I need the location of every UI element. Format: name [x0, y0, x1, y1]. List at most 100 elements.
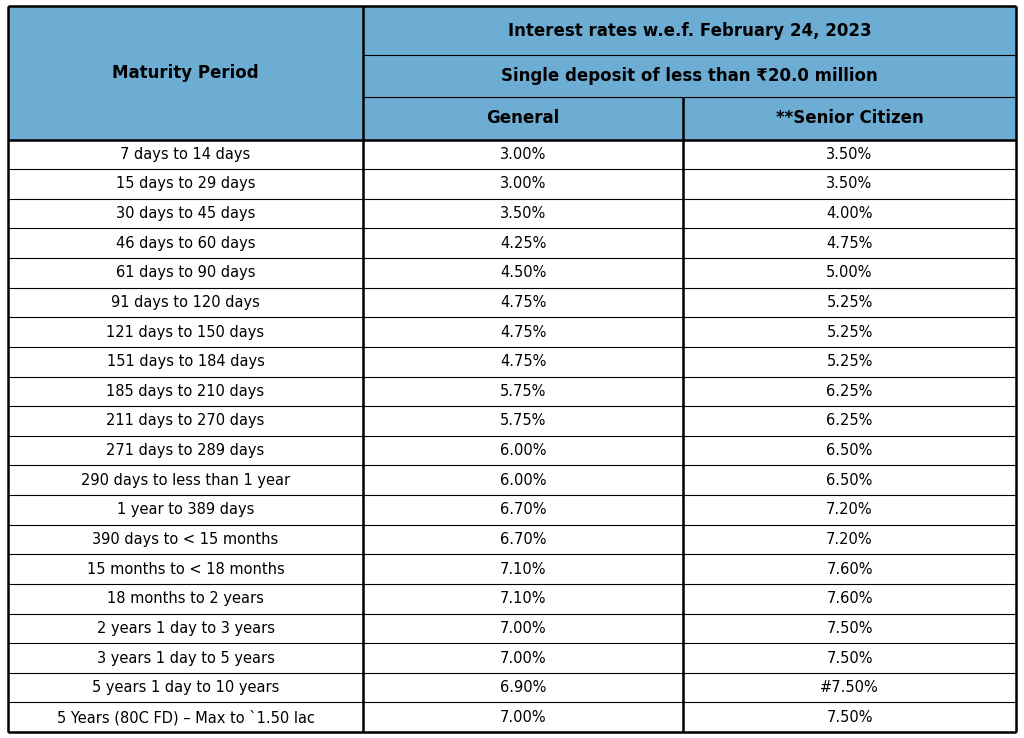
Bar [362, 139, 683, 169]
Bar [683, 703, 1016, 732]
Text: 6.25%: 6.25% [826, 413, 872, 429]
Text: 7.20%: 7.20% [826, 503, 872, 517]
Bar [362, 525, 683, 554]
Bar [362, 644, 683, 673]
Bar [8, 139, 362, 169]
Text: 61 days to 90 days: 61 days to 90 days [116, 266, 255, 280]
Text: 211 days to 270 days: 211 days to 270 days [106, 413, 265, 429]
Bar [362, 495, 683, 525]
Bar [8, 258, 362, 288]
Text: 7.00%: 7.00% [500, 621, 547, 636]
Text: 290 days to less than 1 year: 290 days to less than 1 year [81, 473, 290, 488]
Text: 5 Years (80C FD) – Max to `1.50 lac: 5 Years (80C FD) – Max to `1.50 lac [56, 709, 314, 725]
Bar [8, 406, 362, 436]
Text: 4.75%: 4.75% [500, 325, 546, 339]
Text: 15 months to < 18 months: 15 months to < 18 months [87, 562, 285, 576]
Text: 3.50%: 3.50% [826, 147, 872, 162]
Text: 3.50%: 3.50% [826, 176, 872, 191]
Bar [8, 288, 362, 317]
Bar [8, 644, 362, 673]
Text: 5.25%: 5.25% [826, 325, 872, 339]
Text: 5.25%: 5.25% [826, 354, 872, 369]
Text: 7.50%: 7.50% [826, 621, 872, 636]
Bar [8, 525, 362, 554]
Bar [362, 347, 683, 376]
Bar [683, 258, 1016, 288]
Text: 1 year to 389 days: 1 year to 389 days [117, 503, 254, 517]
Text: 7.20%: 7.20% [826, 532, 872, 547]
Bar [8, 347, 362, 376]
Text: 6.50%: 6.50% [826, 473, 872, 488]
Bar [683, 495, 1016, 525]
Bar [683, 525, 1016, 554]
Text: 7.00%: 7.00% [500, 710, 547, 725]
Bar [683, 347, 1016, 376]
Text: Maturity Period: Maturity Period [113, 63, 259, 82]
Text: 4.75%: 4.75% [826, 235, 872, 251]
Text: 2 years 1 day to 3 years: 2 years 1 day to 3 years [96, 621, 274, 636]
Bar [683, 584, 1016, 613]
Bar [362, 199, 683, 228]
Bar [362, 55, 1016, 97]
Bar [362, 703, 683, 732]
Bar [683, 228, 1016, 258]
Bar [362, 613, 683, 644]
Bar [8, 436, 362, 466]
Text: #7.50%: #7.50% [820, 680, 879, 695]
Bar [683, 199, 1016, 228]
Text: **Senior Citizen: **Senior Citizen [775, 109, 924, 128]
Text: 6.90%: 6.90% [500, 680, 546, 695]
Text: 6.50%: 6.50% [826, 443, 872, 458]
Bar [683, 613, 1016, 644]
Bar [683, 466, 1016, 495]
Text: 4.75%: 4.75% [500, 295, 546, 310]
Bar [8, 376, 362, 406]
Bar [362, 406, 683, 436]
Text: 5.25%: 5.25% [826, 295, 872, 310]
Text: 4.75%: 4.75% [500, 354, 546, 369]
Bar [362, 317, 683, 347]
Text: 7.60%: 7.60% [826, 591, 872, 607]
Bar [362, 6, 1016, 55]
Bar [362, 436, 683, 466]
Bar [683, 436, 1016, 466]
Bar [362, 169, 683, 199]
Text: 4.25%: 4.25% [500, 235, 546, 251]
Text: 3 years 1 day to 5 years: 3 years 1 day to 5 years [96, 650, 274, 666]
Text: 3.50%: 3.50% [500, 206, 546, 221]
Bar [683, 644, 1016, 673]
Text: 5.75%: 5.75% [500, 413, 546, 429]
Bar [683, 169, 1016, 199]
Text: 6.00%: 6.00% [500, 443, 547, 458]
Text: 18 months to 2 years: 18 months to 2 years [108, 591, 264, 607]
Text: 151 days to 184 days: 151 days to 184 days [106, 354, 264, 369]
Bar [362, 673, 683, 703]
Bar [8, 495, 362, 525]
Text: 121 days to 150 days: 121 days to 150 days [106, 325, 264, 339]
Text: 3.00%: 3.00% [500, 147, 546, 162]
Bar [362, 288, 683, 317]
Bar [8, 199, 362, 228]
Bar [362, 584, 683, 613]
Bar [8, 169, 362, 199]
Bar [8, 584, 362, 613]
Text: 7.10%: 7.10% [500, 591, 547, 607]
Bar [8, 466, 362, 495]
Text: 7.50%: 7.50% [826, 650, 872, 666]
Bar [8, 554, 362, 584]
Text: 15 days to 29 days: 15 days to 29 days [116, 176, 255, 191]
Bar [362, 97, 683, 139]
Text: 5 years 1 day to 10 years: 5 years 1 day to 10 years [92, 680, 280, 695]
Bar [683, 288, 1016, 317]
Bar [8, 703, 362, 732]
Text: 3.00%: 3.00% [500, 176, 546, 191]
Text: 7.50%: 7.50% [826, 710, 872, 725]
Text: 4.00%: 4.00% [826, 206, 872, 221]
Text: 6.25%: 6.25% [826, 384, 872, 399]
Bar [683, 97, 1016, 139]
Text: 6.00%: 6.00% [500, 473, 547, 488]
Bar [362, 258, 683, 288]
Text: Interest rates w.e.f. February 24, 2023: Interest rates w.e.f. February 24, 2023 [508, 21, 871, 40]
Text: 91 days to 120 days: 91 days to 120 days [111, 295, 260, 310]
Text: 30 days to 45 days: 30 days to 45 days [116, 206, 255, 221]
